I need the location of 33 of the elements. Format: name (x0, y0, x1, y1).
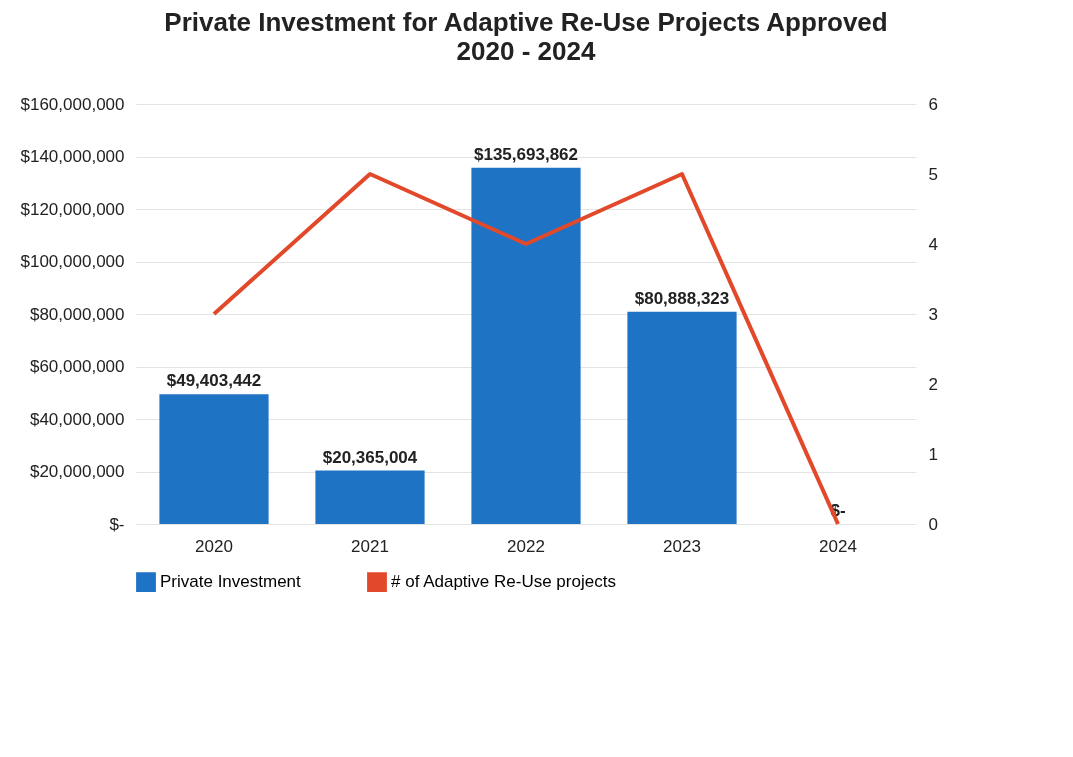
data-label: $135,693,862 (474, 144, 578, 164)
chart-subtitle: 2020 - 2024 (456, 36, 596, 66)
y2-tick-label: 5 (928, 164, 938, 184)
y-tick-label: $40,000,000 (29, 409, 125, 429)
data-label: $80,888,323 (634, 288, 730, 308)
y2-tick-label: 2 (928, 374, 938, 394)
y-tick-label: $80,000,000 (29, 304, 125, 324)
x-tick-label: 2022 (507, 536, 545, 556)
y-tick-label: $60,000,000 (29, 357, 125, 376)
y-tick-label: $120,000,000 (20, 199, 125, 219)
data-label: $20,365,004 (322, 447, 418, 467)
x-tick-label: 2024 (819, 536, 857, 556)
data-label: $49,403,442 (166, 371, 262, 391)
legend-label: # of Adaptive Re-Use projects (391, 572, 616, 592)
y-tick-label: $100,000,000 (20, 252, 125, 271)
y-tick-label: $140,000,000 (20, 147, 125, 166)
x-tick-label: 2020 (195, 536, 233, 556)
bar (315, 470, 425, 524)
y-tick-label: $- (109, 514, 125, 534)
y2-tick-label: 6 (928, 94, 938, 114)
bar (627, 311, 737, 524)
x-tick-label: 2023 (663, 536, 701, 556)
y2-tick-label: 4 (928, 234, 938, 254)
bar (159, 394, 269, 524)
y2-tick-label: 1 (928, 444, 938, 464)
y-tick-label: $160,000,000 (20, 94, 125, 114)
chart-title: Private Investment for Adaptive Re-Use Projects Approved (164, 7, 888, 37)
x-tick-label: 2021 (351, 536, 389, 556)
bar (471, 167, 581, 524)
legend-label: Private Investment (160, 572, 302, 592)
y2-tick-label: 0 (928, 514, 938, 534)
y2-tick-label: 3 (928, 304, 938, 324)
y-tick-label: $20,000,000 (29, 462, 125, 481)
